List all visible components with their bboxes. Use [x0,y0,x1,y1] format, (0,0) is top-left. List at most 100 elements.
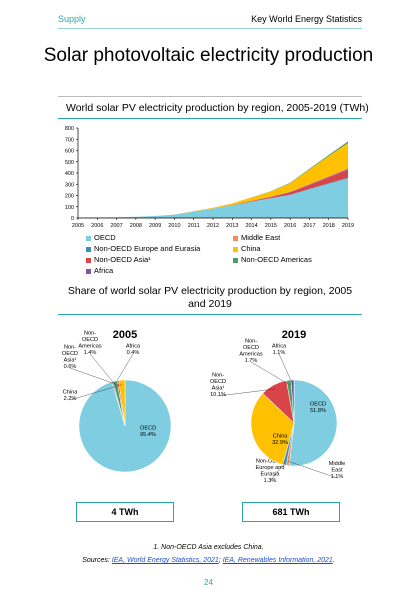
x-tick-label: 2015 [265,223,277,229]
pie-2005-label-non-oecd-asia: Non-OECD Asia¹ 0.6% [62,345,78,371]
pie-label-line: Asia¹ [212,386,225,392]
pie-leader-line [250,361,290,385]
source-link-renewables-information[interactable]: IEA, Renewables Information, 2021 [222,557,333,564]
pie-label-line: OECD [210,379,226,385]
legend-item-non-oecd-americas: Non-OECD Americas [233,255,312,264]
legend-swatch [86,268,91,274]
footnote: 1. Non-OECD Asia excludes China. [153,544,264,551]
x-tick-label: 2014 [245,223,257,229]
x-tick-label: 2016 [284,223,296,229]
section-label: Supply [58,14,86,24]
legend-swatch [233,257,238,263]
pie-2005-label-africa: Africa 0.4% [126,344,141,357]
source-link-world-energy-statistics[interactable]: IEA, World Energy Statistics, 2021 [111,557,219,564]
pie-label-line: OECD [243,345,259,351]
legend-item-non-oecd-asia: Non-OECD Asia¹ [86,255,151,264]
pie-label-line: 0.6% [64,364,77,370]
pie-label-line: 95.4% [140,432,156,438]
pie-chart-title-rule [58,314,362,315]
pie-label-line: Africa [272,344,287,350]
pie-label-line: Americas [239,352,263,358]
y-tick-label: 800 [65,126,74,132]
legend-item-africa: Africa [86,266,113,275]
y-tick-label: 0 [71,216,74,222]
pie-2019-label-africa: Africa 1.1% [272,344,287,357]
pie-label-line: Non- [245,339,257,345]
pie-2005-label-oecd: OECD 95.4% [140,426,156,439]
x-tick-label: 2018 [323,223,335,229]
sources-suffix: . [332,557,335,564]
pie-label-line: Americas [78,344,102,350]
x-tick-label: 2013 [226,223,238,229]
pie-leader-line [278,353,293,385]
pie-2019-label-oecd: OECD 51.8% [310,402,326,415]
x-tick-label: 2017 [303,223,315,229]
pie-label-line: 10.1% [210,392,226,398]
legend-item-china: China [233,244,261,253]
pie-label-line: OECD [310,402,326,408]
pie-label-line: 1.4% [84,350,97,356]
pie-label-line: 1.1% [331,474,344,480]
legend-swatch [233,235,238,241]
legend-item-non-oecd-europe-and-eurasia: Non-OECD Europe and Eurasia [86,244,200,253]
legend-label: Non-OECD Europe and Eurasia [94,244,201,253]
x-tick-label: 2019 [342,223,354,229]
area-series-oecd [78,178,348,218]
x-tick-label: 2005 [72,223,84,229]
x-tick-label: 2007 [110,223,122,229]
legend-label: China [241,244,261,253]
pie-2019-label-china: China 32.9% [272,434,288,447]
y-tick-label: 500 [65,160,74,166]
pie-2019-label-non-oecd-asia: Non-OECD Asia¹ 10.1% [210,373,226,399]
legend-swatch [86,235,91,241]
x-tick-label: 2009 [149,223,161,229]
pie-label-line: 32.9% [272,440,288,446]
pie-leader-line [69,367,119,386]
pie-label-line: Non- [212,373,224,379]
pie-label-line: Non- [64,345,76,351]
page-title: Solar photovoltaic electricity productio… [43,45,374,66]
legend-label: Non-OECD Americas [241,255,312,264]
pie-label-line: Middle [329,461,345,467]
pie-2019-label-non-oecd-americas: Non-OECD Americas 1.7% [239,339,263,365]
title-divider [58,96,362,97]
pie-leader-line [217,388,276,397]
pie-label-line: Europe and [256,465,285,471]
pie-2019-slice-oecd [288,379,338,467]
pie-2019-label-middle-east: Middle East 1.1% [329,461,345,480]
area-chart-title-rule [58,118,362,119]
legend-item-middle-east: Middle East [233,233,280,242]
pie-label-line: 0.4% [127,350,140,356]
pie-label-line: East [331,468,343,474]
area-chart: 0 100 200 300 400 500 600 700 800 2005 2006 2007 200… [65,126,354,229]
total-2005-box: 4 TWh [76,502,174,522]
pie-label-line: 1.1% [273,350,286,356]
pie-label-line: 1.3% [264,478,277,484]
pie-label-line: Africa [126,344,141,350]
legend-swatch [86,246,91,252]
y-tick-label: 600 [65,149,74,155]
pie-2019-slice-africa [290,379,295,424]
legend-label: Middle East [241,233,281,242]
legend-swatch [86,257,91,263]
pie-label-line: Non- [84,331,96,337]
x-tick-label: 2008 [130,223,142,229]
pie-label-line: China [63,390,79,396]
header-divider [58,28,362,29]
pie-label-line: Non-OECD [256,459,284,465]
pie-2005-slice-china [118,379,126,427]
pie-year-2019: 2019 [282,329,306,341]
pie-label-line: OECD [62,351,78,357]
pie-label-line: OECD [82,337,98,343]
pie-2005-label-china: China 2.2% [63,390,79,403]
pie-leader-line [89,353,117,386]
page-number: 24 [204,578,213,587]
legend-label: Africa [94,266,114,275]
total-2019-box: 681 TWh [242,502,340,522]
sources: Sources: IEA, World Energy Statistics, 2… [0,557,417,564]
pie-label-line: Eurasia [261,472,281,478]
y-tick-label: 200 [65,194,74,200]
publication-label: Key World Energy Statistics [251,14,362,24]
legend-swatch [233,246,238,252]
